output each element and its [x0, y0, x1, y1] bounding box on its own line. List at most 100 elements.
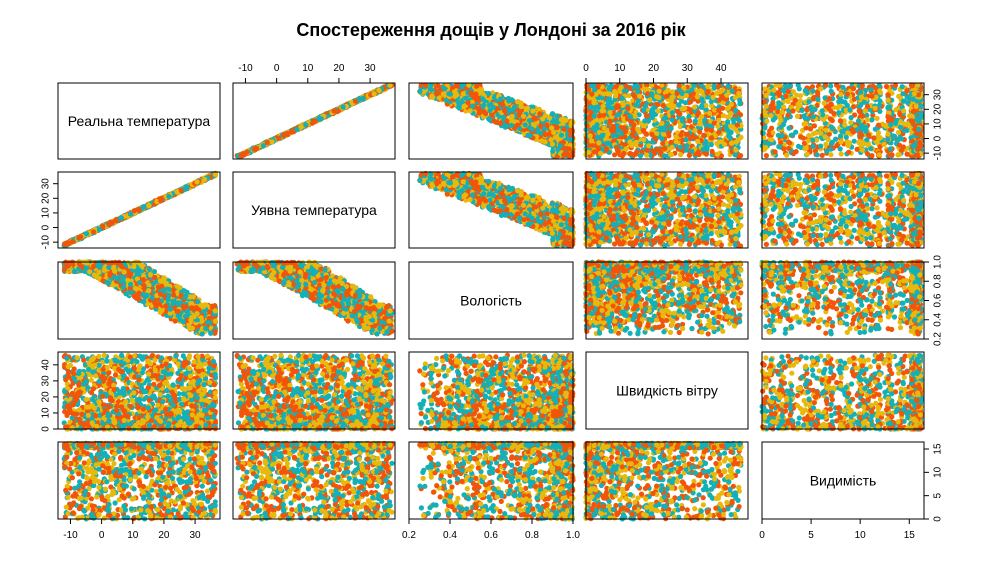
data-point — [548, 137, 553, 142]
data-point — [624, 146, 629, 151]
data-point — [705, 90, 710, 95]
data-point — [649, 91, 654, 96]
data-point — [704, 152, 709, 157]
data-point — [585, 100, 590, 105]
data-point — [448, 92, 453, 97]
data-point — [429, 93, 434, 98]
data-point — [654, 94, 659, 99]
data-point — [733, 108, 738, 113]
data-point — [704, 127, 709, 132]
data-point — [620, 101, 625, 106]
data-point — [687, 153, 692, 158]
data-point — [600, 108, 605, 113]
data-point — [796, 144, 801, 149]
data-point — [535, 129, 540, 134]
data-point — [470, 104, 475, 109]
data-point — [680, 118, 685, 123]
data-point — [619, 85, 624, 90]
data-point — [624, 84, 629, 89]
data-point — [604, 141, 609, 146]
data-point — [311, 118, 316, 123]
data-point — [523, 122, 528, 127]
data-point — [641, 137, 646, 142]
data-point — [644, 87, 649, 92]
data-point — [614, 133, 619, 138]
data-point — [521, 114, 526, 119]
data-point — [627, 139, 632, 144]
data-point — [319, 116, 324, 121]
data-point — [659, 121, 664, 126]
data-point — [699, 114, 704, 119]
data-point — [559, 117, 564, 122]
data-point — [479, 88, 484, 93]
data-point — [666, 130, 671, 135]
data-point — [722, 142, 727, 147]
data-point — [434, 91, 439, 96]
data-point — [417, 89, 422, 94]
data-point — [569, 137, 574, 142]
data-point — [656, 108, 661, 113]
panel-0-3 — [583, 83, 748, 159]
data-point — [682, 106, 687, 111]
data-point — [614, 145, 619, 150]
data-point — [586, 116, 591, 121]
data-point — [540, 116, 545, 121]
data-point — [525, 106, 530, 111]
data-point — [601, 113, 606, 118]
data-point — [705, 84, 710, 89]
data-point — [699, 105, 704, 110]
data-point — [684, 93, 689, 98]
data-point — [662, 153, 667, 158]
data-point — [600, 133, 605, 138]
data-point — [635, 89, 640, 94]
data-point — [737, 118, 742, 123]
data-point — [555, 147, 560, 152]
data-point — [498, 121, 503, 126]
data-point — [695, 139, 700, 144]
data-point — [675, 109, 680, 114]
data-point — [506, 98, 511, 103]
data-point — [584, 139, 589, 144]
data-point — [689, 87, 694, 92]
data-point — [543, 132, 548, 137]
data-point — [646, 143, 651, 148]
data-point — [698, 88, 703, 93]
data-point — [726, 105, 731, 110]
data-point — [602, 125, 607, 130]
panel-0-0: Реальна температура — [58, 83, 220, 159]
data-point — [733, 147, 738, 152]
data-point — [660, 141, 665, 146]
data-point — [481, 109, 486, 114]
data-point — [502, 108, 507, 113]
data-point — [620, 153, 625, 158]
data-point — [462, 104, 467, 109]
data-point — [512, 104, 517, 109]
panel-0-4 — [760, 83, 925, 159]
data-point — [725, 119, 730, 124]
data-point — [628, 114, 633, 119]
data-point — [611, 125, 616, 130]
data-point — [357, 97, 362, 102]
data-point — [669, 145, 674, 150]
data-point — [461, 91, 466, 96]
data-point — [636, 98, 641, 103]
data-point — [454, 93, 459, 98]
data-point — [731, 117, 736, 122]
data-point — [526, 133, 531, 138]
data-point — [555, 125, 560, 130]
data-point — [736, 91, 741, 96]
data-point — [607, 119, 612, 124]
data-point — [642, 118, 647, 123]
data-point — [331, 108, 336, 113]
data-point — [684, 143, 689, 148]
data-point — [670, 94, 675, 99]
data-point — [589, 138, 594, 143]
data-point — [652, 135, 657, 140]
data-point — [486, 91, 491, 96]
data-point — [712, 84, 717, 89]
data-point — [498, 97, 503, 102]
data-point — [543, 139, 548, 144]
data-point — [563, 152, 568, 157]
